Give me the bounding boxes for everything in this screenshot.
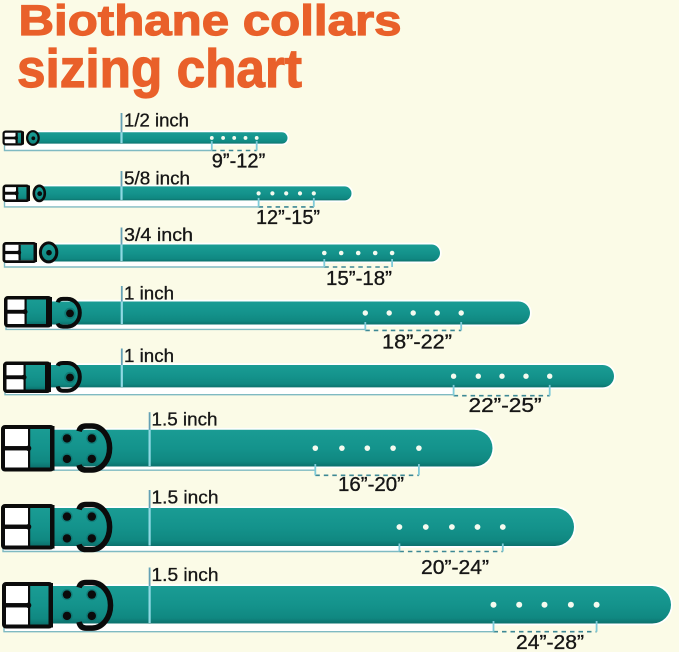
svg-text:Biothane collars: Biothane collars (19, 0, 402, 45)
svg-text:16”-20”: 16”-20” (338, 474, 404, 496)
svg-text:1.5 inch: 1.5 inch (152, 410, 218, 430)
svg-text:1.5 inch: 1.5 inch (152, 488, 219, 508)
svg-text:24”-28”: 24”-28” (516, 632, 584, 652)
svg-text:3/4 inch: 3/4 inch (124, 225, 193, 245)
svg-text:1 inch: 1 inch (124, 284, 174, 304)
svg-text:12”-15”: 12”-15” (256, 207, 320, 229)
svg-text:1 inch: 1 inch (124, 346, 174, 366)
svg-text:15”-18”: 15”-18” (326, 268, 392, 290)
svg-text:22”-25”: 22”-25” (469, 395, 542, 417)
svg-text:1.5 inch: 1.5 inch (152, 565, 219, 585)
svg-text:sizing chart: sizing chart (17, 39, 302, 99)
svg-text:5/8 inch: 5/8 inch (124, 169, 190, 189)
svg-text:1/2 inch: 1/2 inch (124, 111, 189, 131)
svg-text:18”-22”: 18”-22” (382, 332, 452, 354)
svg-text:9”-12”: 9”-12” (212, 151, 266, 173)
svg-text:20”-24”: 20”-24” (421, 557, 489, 579)
